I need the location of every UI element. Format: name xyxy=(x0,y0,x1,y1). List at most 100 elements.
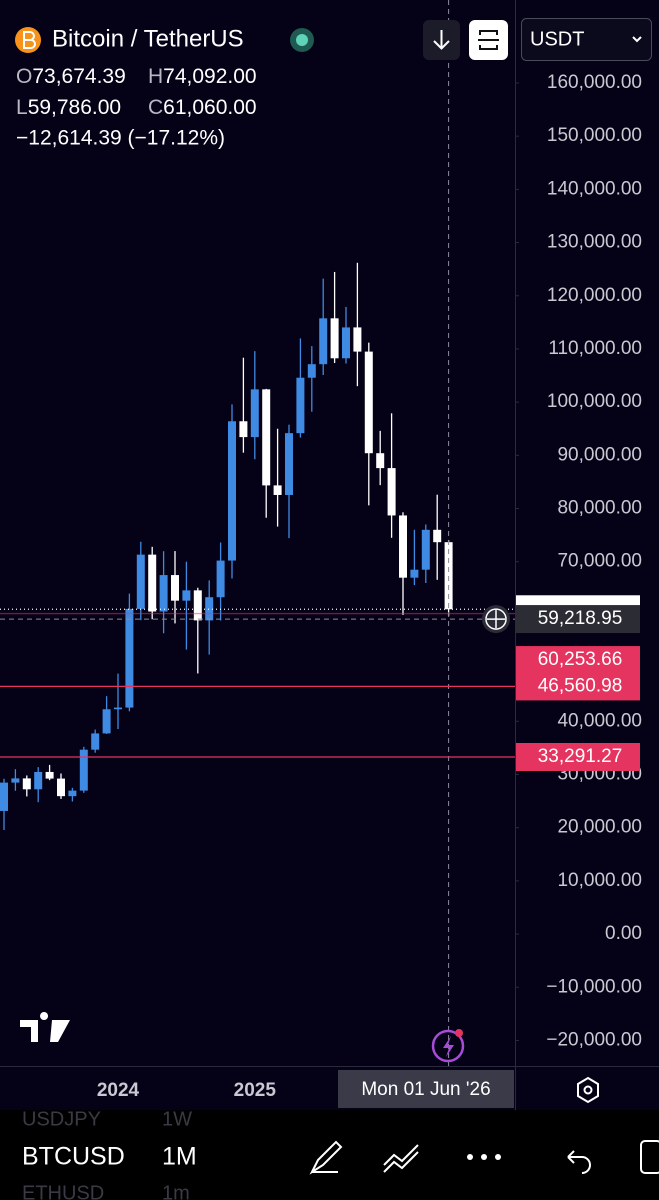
currency-dropdown[interactable] xyxy=(521,18,652,61)
crosshair-price-label: 59,218.95 xyxy=(538,608,623,629)
alert-badge xyxy=(455,1029,463,1037)
dropdown-chevron xyxy=(632,36,642,43)
time-axis: 2024 2025 xyxy=(97,1080,277,1101)
bottom-toolbar xyxy=(0,1110,659,1200)
candle-body xyxy=(364,351,373,454)
y-tick-label: 90,000.00 xyxy=(557,444,642,465)
alert-button[interactable] xyxy=(431,1029,465,1063)
status-dot-inner xyxy=(296,34,308,46)
candle-body xyxy=(376,453,385,469)
candle-body xyxy=(57,778,65,797)
candle-body xyxy=(228,421,236,561)
candle-body xyxy=(342,327,350,359)
ohlc-item: C61,060.00 xyxy=(148,96,257,119)
candle-body xyxy=(114,707,122,710)
ohlc-item: O73,674.39 xyxy=(16,65,126,88)
y-tick-label: 10,000.00 xyxy=(557,870,642,891)
candle-body xyxy=(307,364,316,378)
candle-body xyxy=(193,590,202,621)
candle-body xyxy=(433,529,442,543)
y-tick-label: 0.00 xyxy=(605,923,642,944)
y-tick-label: −10,000.00 xyxy=(546,976,642,997)
change-text: −12,614.39 (−17.12%) xyxy=(16,127,225,150)
toolbar-interval: 1W xyxy=(162,1108,192,1130)
toolbar-symbol: USDJPY xyxy=(22,1108,101,1130)
candle-body xyxy=(262,389,271,486)
undo-button[interactable] xyxy=(567,1150,591,1174)
candle-body xyxy=(319,318,328,365)
x-tick-label: 2025 xyxy=(234,1080,277,1101)
price-level-box xyxy=(516,672,640,701)
y-tick-label: −20,000.00 xyxy=(546,1029,642,1050)
plot-area xyxy=(0,0,515,1066)
layout-icon xyxy=(478,30,499,50)
candle-body xyxy=(22,778,31,790)
candle-body xyxy=(296,377,305,434)
candle-body xyxy=(171,575,179,601)
y-tick-label: 110,000.00 xyxy=(548,338,642,359)
candle-body xyxy=(205,597,214,621)
alert-icon xyxy=(443,1036,454,1057)
candle-body xyxy=(11,778,20,783)
price-level-box xyxy=(516,646,640,675)
candle-body xyxy=(387,468,396,516)
settings-icon[interactable] xyxy=(577,1076,599,1104)
candle-body xyxy=(91,733,100,750)
ohlc-key: L xyxy=(16,96,28,119)
download-icon xyxy=(433,30,450,50)
candle-body xyxy=(182,590,191,601)
candle-body xyxy=(68,790,77,797)
indicator-tool[interactable] xyxy=(383,1144,419,1173)
y-tick-label: 140,000.00 xyxy=(547,178,642,199)
symbol-switcher: USDJPY 1W BTCUSD 1M ETHUSD 1m xyxy=(22,1108,197,1200)
fullscreen-button[interactable] xyxy=(640,1140,659,1174)
candle-body xyxy=(136,554,145,609)
draw-tool[interactable] xyxy=(309,1140,343,1175)
crosshair-date-box xyxy=(338,1070,514,1108)
y-tick-label: 150,000.00 xyxy=(547,125,642,146)
candle-body xyxy=(159,575,168,612)
currency-label: USDT xyxy=(530,28,584,50)
ohlc-value: 59,786.00 xyxy=(28,96,121,119)
add-alert-icon xyxy=(487,610,505,629)
toolbar-symbol: BTCUSD xyxy=(22,1143,125,1171)
ohlc-key: C xyxy=(148,96,163,119)
candle-body xyxy=(102,709,111,734)
candle-body xyxy=(330,318,339,359)
y-tick-label: 120,000.00 xyxy=(547,285,642,306)
candle-body xyxy=(410,569,419,578)
brand-logo xyxy=(20,1012,70,1042)
toolbar-interval: 1m xyxy=(162,1182,190,1200)
y-tick-label: 160,000.00 xyxy=(547,72,642,93)
candle-body xyxy=(45,771,54,779)
toolbar-symbol: ETHUSD xyxy=(22,1182,104,1200)
toolbar-interval: 1M xyxy=(162,1143,197,1171)
y-tick-label: 40,000.00 xyxy=(557,710,642,731)
candle-body xyxy=(399,515,407,578)
candle-body xyxy=(250,389,259,438)
candle-body xyxy=(421,529,430,570)
price-level-label: 46,560.98 xyxy=(538,675,623,696)
ohlc-legend: O73,674.39 H74,092.00 L59,786.00 C61,060.00 xyxy=(16,65,257,119)
ohlc-key: H xyxy=(148,65,163,88)
ohlc-value: 74,092.00 xyxy=(163,65,256,88)
candle-body xyxy=(285,433,293,495)
add-alert-ring xyxy=(485,608,507,630)
y-tick-label: 70,000.00 xyxy=(557,551,642,572)
candle-body xyxy=(148,554,157,612)
symbol-title[interactable]: Bitcoin / TetherUS xyxy=(52,25,244,52)
ohlc-value: 73,674.39 xyxy=(32,65,125,88)
ohlc-value: 61,060.00 xyxy=(163,96,256,119)
candle-body xyxy=(353,327,362,352)
price-level-label: 60,253.66 xyxy=(538,649,623,670)
y-tick-label: 100,000.00 xyxy=(547,391,642,412)
price-level-box xyxy=(516,742,640,771)
y-tick-label: 130,000.00 xyxy=(547,232,642,253)
candle-body xyxy=(34,771,43,790)
ohlc-item: H74,092.00 xyxy=(148,65,257,88)
candle-body xyxy=(273,485,282,495)
candle-body xyxy=(125,608,134,708)
candle-body xyxy=(444,542,453,610)
more-button[interactable] xyxy=(467,1154,501,1160)
